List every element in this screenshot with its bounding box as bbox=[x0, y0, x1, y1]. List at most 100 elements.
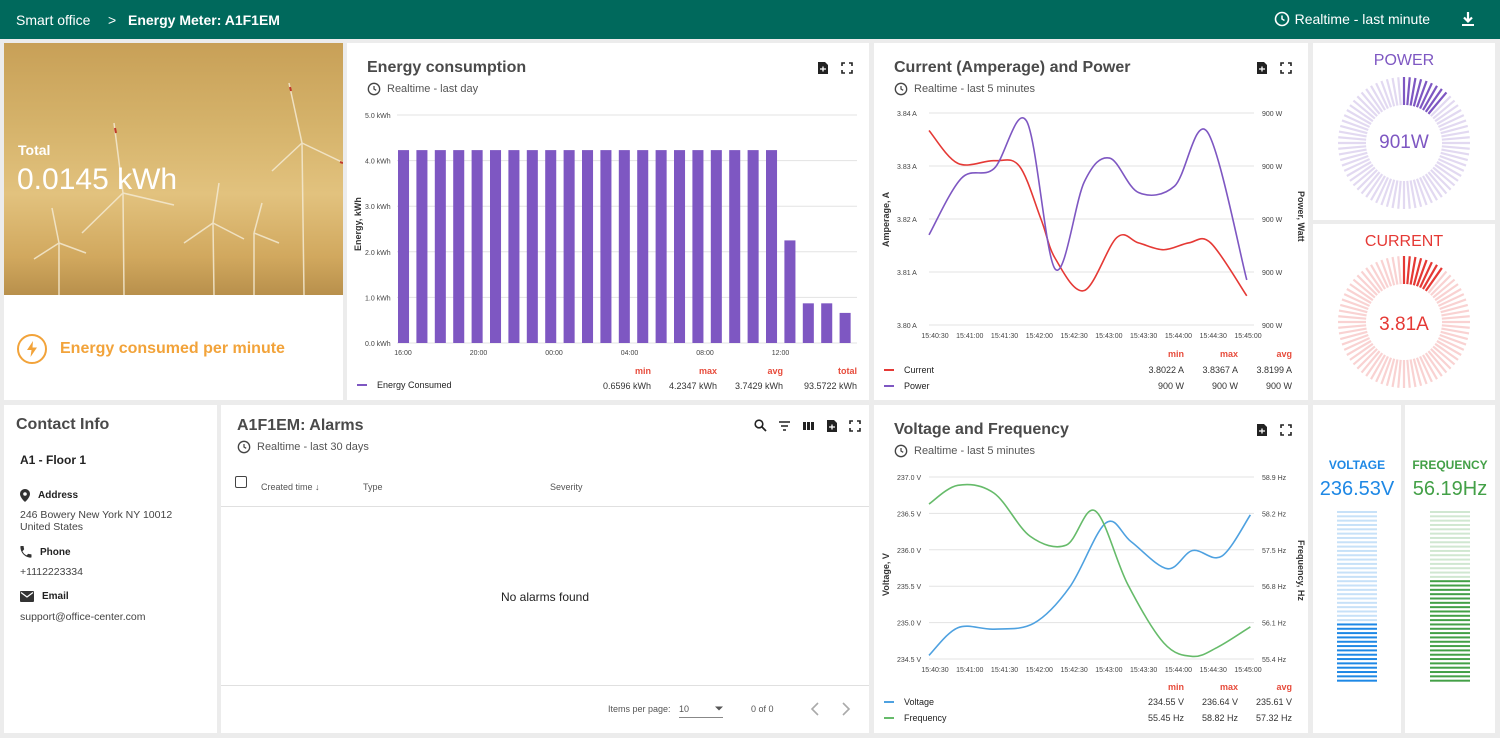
bar-energy-consumed bbox=[784, 240, 796, 343]
frequency-min: 55.45 Hz bbox=[1147, 713, 1184, 723]
level-bar bbox=[1337, 653, 1377, 656]
email-value[interactable]: support@office-center.com bbox=[20, 611, 146, 623]
gauge-tick bbox=[1424, 88, 1443, 113]
x-tick-label: 15:44:30 bbox=[1200, 333, 1227, 340]
level-bar bbox=[1430, 640, 1470, 643]
export-icon[interactable] bbox=[1256, 423, 1268, 442]
export-icon[interactable] bbox=[826, 419, 838, 438]
previous-page-icon[interactable] bbox=[810, 702, 820, 721]
gauge-tick bbox=[1346, 161, 1372, 177]
gauge-tick bbox=[1391, 256, 1399, 285]
current-legend-item[interactable]: Current bbox=[884, 365, 934, 375]
column-severity[interactable]: Severity bbox=[550, 482, 583, 492]
level-bar bbox=[1430, 601, 1470, 604]
bar-energy-consumed bbox=[655, 150, 667, 343]
gauge-tick bbox=[1430, 95, 1452, 117]
current-gauge-title: CURRENT bbox=[1364, 233, 1444, 250]
voltage-max: 236.64 V bbox=[1201, 697, 1238, 707]
gauge-tick bbox=[1437, 114, 1465, 128]
y-tick-label: 235.5 V bbox=[897, 584, 921, 591]
frequency-gauge-title: FREQUENCY bbox=[1412, 458, 1488, 472]
fullscreen-icon[interactable] bbox=[849, 419, 861, 438]
gauge-tick bbox=[1437, 293, 1465, 307]
items-per-page-select[interactable]: 10 bbox=[679, 704, 723, 718]
level-bar bbox=[1430, 597, 1470, 600]
gauge-tick bbox=[1432, 345, 1456, 366]
gauge-tick bbox=[1385, 358, 1396, 387]
energy-legend-item[interactable]: Energy Consumed bbox=[357, 380, 452, 390]
gauge-tick bbox=[1385, 257, 1396, 286]
columns-icon[interactable] bbox=[802, 419, 815, 438]
select-all-checkbox[interactable] bbox=[235, 476, 247, 488]
x-tick-label: 15:42:30 bbox=[1060, 667, 1087, 674]
phone-value[interactable]: +1112223334 bbox=[20, 566, 83, 578]
export-icon[interactable] bbox=[817, 61, 829, 80]
timewindow-button[interactable]: Realtime - last minute bbox=[1274, 11, 1430, 27]
alarms-card: A1F1EM: Alarms Realtime - last 30 days C… bbox=[221, 405, 869, 733]
gauge-tick bbox=[1356, 95, 1378, 117]
bar-energy-consumed bbox=[766, 150, 778, 343]
gauge-tick bbox=[1409, 77, 1417, 106]
gauge-tick bbox=[1356, 274, 1378, 296]
clock-icon bbox=[1274, 11, 1289, 27]
level-bar bbox=[1337, 632, 1377, 635]
level-bar bbox=[1430, 606, 1470, 609]
gauge-tick bbox=[1365, 352, 1384, 377]
level-bar bbox=[1430, 610, 1470, 613]
frequency-gauge-card: FREQUENCY 56.19Hz bbox=[1405, 405, 1495, 733]
search-icon[interactable] bbox=[754, 419, 767, 438]
gauge-tick bbox=[1430, 274, 1452, 296]
level-bar bbox=[1337, 645, 1377, 648]
x-tick-label: 15:45:00 bbox=[1234, 333, 1261, 340]
gauge-tick bbox=[1432, 166, 1456, 187]
power-legend-item[interactable]: Power bbox=[884, 381, 930, 391]
gauge-tick bbox=[1441, 315, 1470, 320]
level-bar bbox=[1430, 623, 1470, 626]
voltage-legend-item[interactable]: Voltage bbox=[884, 697, 934, 707]
gauge-tick bbox=[1436, 288, 1462, 304]
x-tick-label: 15:42:30 bbox=[1060, 333, 1087, 340]
gauge-tick bbox=[1439, 298, 1467, 311]
export-icon[interactable] bbox=[1256, 61, 1268, 80]
email-section: Email bbox=[20, 591, 69, 602]
y-tick-label: 0.0 kWh bbox=[365, 341, 391, 348]
fullscreen-icon[interactable] bbox=[1280, 423, 1292, 442]
x-tick-label: 15:41:00 bbox=[956, 667, 983, 674]
gauge-tick bbox=[1415, 178, 1428, 206]
gauge-tick bbox=[1409, 359, 1417, 388]
x-tick-label: 15:44:00 bbox=[1165, 667, 1192, 674]
next-page-icon[interactable] bbox=[841, 702, 851, 721]
fullscreen-icon[interactable] bbox=[1280, 61, 1292, 80]
gauge-tick bbox=[1432, 278, 1456, 299]
power-gauge-value: 901W bbox=[1379, 132, 1429, 153]
frequency-legend-item[interactable]: Frequency bbox=[884, 713, 947, 723]
y-tick-label: 234.5 V bbox=[897, 657, 921, 664]
level-bar bbox=[1337, 519, 1377, 522]
energy-per-minute-label: Energy consumed per minute bbox=[60, 340, 285, 357]
voltage-gauge-value: 236.53V bbox=[1319, 478, 1395, 500]
filter-icon[interactable] bbox=[778, 419, 791, 438]
breadcrumb-home[interactable]: Smart office bbox=[16, 12, 91, 28]
gauge-tick bbox=[1343, 293, 1371, 307]
level-bar bbox=[1337, 649, 1377, 652]
level-bar bbox=[1337, 558, 1377, 561]
contact-location: A1 - Floor 1 bbox=[20, 453, 87, 467]
bar-energy-consumed bbox=[802, 303, 814, 343]
column-created-time[interactable]: Created time ↓ bbox=[261, 482, 320, 492]
level-bar bbox=[1337, 554, 1377, 557]
bar-energy-consumed bbox=[839, 312, 851, 343]
x-tick-label: 12:00 bbox=[772, 350, 790, 357]
bar-energy-consumed bbox=[729, 150, 741, 343]
level-bar bbox=[1430, 653, 1470, 656]
y-axis-label: Voltage, V bbox=[881, 553, 891, 596]
level-bar bbox=[1430, 545, 1470, 548]
fullscreen-icon[interactable] bbox=[841, 61, 853, 80]
download-icon[interactable] bbox=[1460, 10, 1476, 28]
x-tick-label: 15:41:00 bbox=[956, 333, 983, 340]
level-bar bbox=[1430, 541, 1470, 544]
x-tick-label: 15:44:30 bbox=[1200, 667, 1227, 674]
y2-tick-label: 56.1 Hz bbox=[1262, 621, 1287, 628]
column-type[interactable]: Type bbox=[363, 482, 383, 492]
bar-energy-consumed bbox=[600, 150, 612, 343]
voltage-stat-avg-header: avg bbox=[1276, 682, 1292, 692]
